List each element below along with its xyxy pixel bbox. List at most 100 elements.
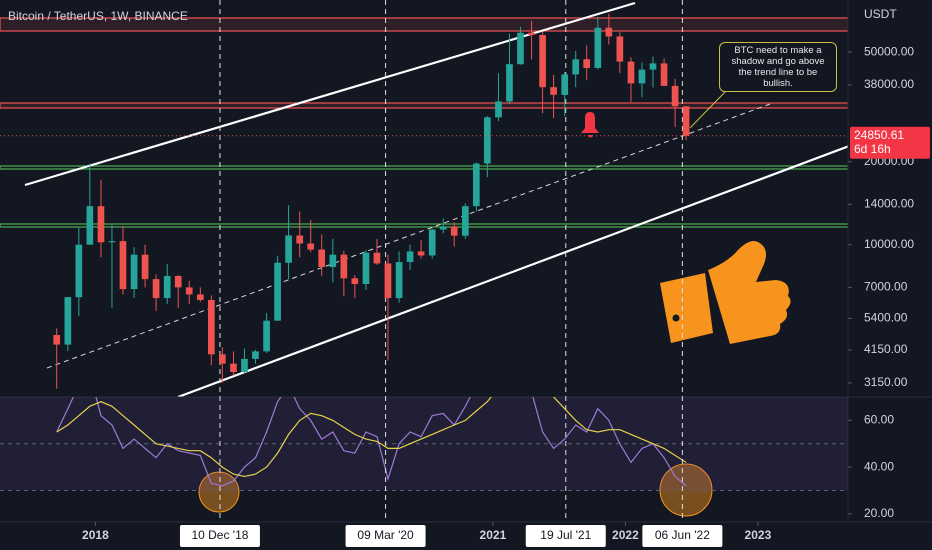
candle-body bbox=[141, 254, 149, 280]
date-label-box bbox=[642, 525, 723, 547]
candle-body bbox=[108, 241, 116, 243]
resistance-zone bbox=[0, 102, 848, 109]
candle-body bbox=[583, 59, 591, 68]
candle-body bbox=[174, 275, 182, 288]
candle-body bbox=[495, 101, 502, 118]
x-tick-label: 2022 bbox=[612, 528, 639, 542]
date-label: 19 Jul '21 bbox=[540, 528, 591, 542]
annotation-note: BTC need to make a shadow and go above t… bbox=[719, 42, 837, 92]
candle-body bbox=[218, 354, 226, 364]
candle-body bbox=[318, 249, 326, 267]
candle-body bbox=[627, 61, 635, 84]
candle-body bbox=[638, 69, 646, 84]
candle-body bbox=[605, 27, 613, 37]
candle-body bbox=[439, 226, 447, 230]
note-pointer bbox=[689, 91, 726, 129]
candle-body bbox=[616, 36, 624, 62]
x-tick-label: 2021 bbox=[480, 528, 507, 542]
candle-body bbox=[97, 206, 105, 243]
candle-body bbox=[506, 64, 513, 102]
candle-body bbox=[550, 87, 557, 95]
candle-body bbox=[75, 244, 83, 298]
candle-body bbox=[185, 287, 193, 295]
candle-body bbox=[395, 262, 403, 299]
candle-body bbox=[660, 63, 668, 86]
candle-body bbox=[230, 363, 237, 373]
support-zone bbox=[0, 165, 848, 170]
candle-body bbox=[594, 27, 602, 68]
candle-body bbox=[362, 252, 370, 284]
candle-body bbox=[307, 243, 315, 250]
date-label-box bbox=[345, 525, 426, 547]
candle-body bbox=[472, 163, 480, 207]
candle-body bbox=[152, 279, 160, 299]
candle-body bbox=[163, 275, 171, 299]
candle-body bbox=[285, 235, 292, 263]
candle-body bbox=[86, 206, 94, 245]
y-tick-label: 14000.00 bbox=[864, 197, 914, 211]
x-tick-label: 2023 bbox=[745, 528, 772, 542]
candle-body bbox=[649, 63, 657, 70]
y-tick-label: 20.00 bbox=[864, 506, 894, 520]
candle-body bbox=[528, 32, 535, 35]
candle-body bbox=[263, 320, 270, 352]
last-price-box bbox=[850, 126, 930, 159]
support-zone bbox=[0, 223, 848, 228]
y-tick-label: 5400.00 bbox=[864, 311, 908, 325]
candle-body bbox=[197, 294, 204, 300]
candle-body bbox=[450, 226, 458, 236]
candle-body bbox=[384, 263, 392, 299]
y-tick-label: 50000.00 bbox=[864, 44, 914, 58]
candle-body bbox=[539, 34, 546, 88]
y-tick-label: 3150.00 bbox=[864, 375, 908, 389]
date-label: 09 Mar '20 bbox=[357, 528, 414, 542]
candle-body bbox=[207, 299, 215, 355]
candle-body bbox=[296, 235, 304, 244]
highlight-circle bbox=[198, 471, 240, 513]
candle-body bbox=[119, 241, 127, 290]
candle-body bbox=[671, 85, 679, 107]
candle-body bbox=[462, 206, 469, 236]
candle-body bbox=[241, 358, 248, 373]
candle-body bbox=[561, 74, 569, 95]
candle-body bbox=[428, 229, 436, 256]
rsi-pane bbox=[0, 397, 848, 491]
y-tick-label: 4150.00 bbox=[864, 342, 908, 356]
date-label: 06 Jun '22 bbox=[655, 528, 710, 542]
y-tick-label: 7000.00 bbox=[864, 280, 908, 294]
x-tick-label: 2018 bbox=[82, 528, 109, 542]
countdown-label: 6d 16h bbox=[854, 142, 891, 156]
channel-bottom bbox=[177, 145, 848, 397]
date-label-box bbox=[525, 525, 606, 547]
y-tick-label: 38000.00 bbox=[864, 77, 914, 91]
candle-body bbox=[682, 106, 690, 136]
currency-label: USDT bbox=[864, 7, 897, 21]
candle-body bbox=[130, 254, 138, 290]
trend-line bbox=[46, 103, 771, 369]
date-label-box bbox=[179, 525, 260, 547]
candle-body bbox=[274, 262, 281, 321]
last-price-label: 24850.61 bbox=[854, 128, 904, 142]
candle-body bbox=[483, 117, 491, 164]
candle-body bbox=[53, 335, 61, 345]
y-tick-label: 10000.00 bbox=[864, 237, 914, 251]
rsi-line bbox=[56, 397, 687, 478]
candle-body bbox=[417, 251, 425, 256]
y-tick-label: 60.00 bbox=[864, 413, 894, 427]
candle-body bbox=[340, 254, 348, 279]
candle-body bbox=[351, 278, 359, 284]
candle-body bbox=[252, 351, 259, 359]
candle-body bbox=[64, 297, 72, 345]
date-label: 10 Dec '18 bbox=[191, 528, 248, 542]
candle-body bbox=[373, 252, 381, 264]
y-tick-label: 40.00 bbox=[864, 459, 894, 473]
chart-title: Bitcoin / TetherUS, 1W, BINANCE bbox=[8, 9, 188, 23]
icon-dot bbox=[672, 314, 680, 322]
candle-body bbox=[406, 251, 414, 263]
candle-body bbox=[572, 59, 580, 75]
alert-bell bbox=[581, 112, 599, 138]
rsi-line bbox=[56, 397, 687, 487]
candle-body bbox=[517, 32, 524, 65]
